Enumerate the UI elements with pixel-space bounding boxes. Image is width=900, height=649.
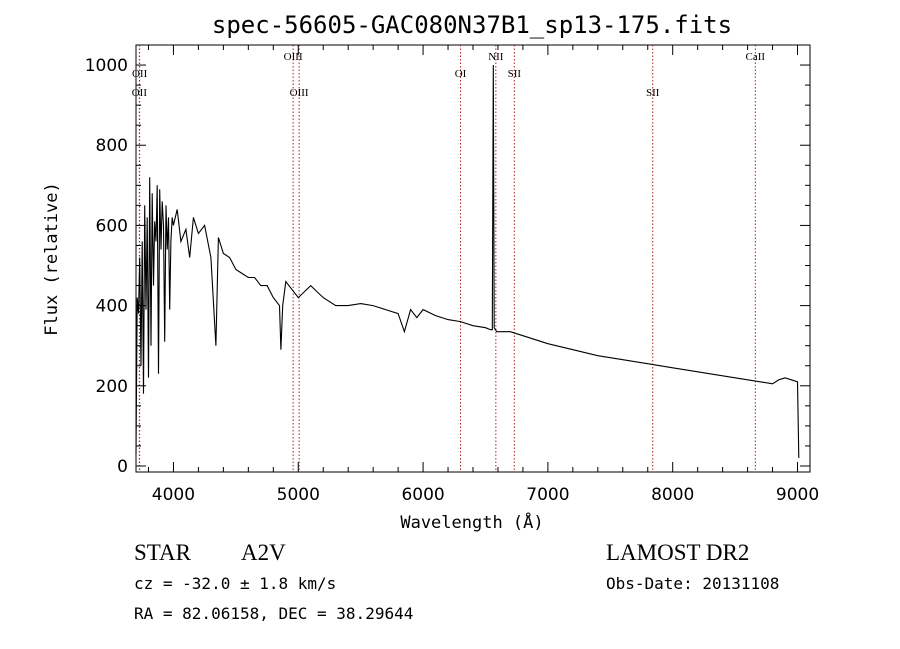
- chart-title: spec-56605-GAC080N37B1_sp13-175.fits: [212, 11, 732, 39]
- line-marker-label: SII: [646, 87, 660, 99]
- x-axis-label: Wavelength (Å): [400, 511, 543, 533]
- y-tick-label: 600: [96, 216, 128, 236]
- y-tick-label: 400: [96, 297, 128, 317]
- redshift-velocity: cz = -32.0 ± 1.8 km/s: [134, 574, 337, 593]
- x-tick-label: 9000: [776, 485, 819, 505]
- y-tick-label: 0: [117, 457, 128, 477]
- line-markers: OII OII OIII OIII OI NII SII SII CaII: [132, 45, 766, 472]
- line-marker-label: OIII: [290, 87, 309, 99]
- y-tick-label: 1000: [85, 56, 128, 76]
- line-marker-label: OIII: [284, 51, 303, 63]
- y-tick-label: 800: [96, 136, 128, 156]
- x-tick-label: 6000: [401, 485, 444, 505]
- plot-frame: [135, 44, 811, 473]
- y-tick-label: 200: [96, 377, 128, 397]
- line-marker-label: NII: [488, 51, 504, 63]
- line-marker-label: OII: [132, 68, 148, 80]
- x-tick-label: 4000: [152, 485, 195, 505]
- line-marker-label: OI: [455, 68, 467, 80]
- spectrum-line: [135, 64, 800, 459]
- object-type: STAR: [134, 540, 191, 565]
- survey-name: LAMOST DR2: [606, 540, 750, 565]
- tick-labels: 4000 5000 6000 7000 8000 9000 0 200 400 600 800 100…: [85, 56, 819, 505]
- line-marker-label: CaII: [746, 51, 766, 63]
- axis-ticks: [136, 45, 810, 472]
- line-marker-label: SII: [508, 68, 522, 80]
- x-tick-label: 7000: [526, 485, 569, 505]
- x-tick-label: 8000: [651, 485, 694, 505]
- observation-date: Obs-Date: 20131108: [606, 574, 780, 593]
- spectral-subclass: A2V: [241, 540, 286, 565]
- x-tick-label: 5000: [277, 485, 320, 505]
- line-marker-label: OII: [132, 87, 148, 99]
- y-axis-label: Flux (relative): [42, 182, 62, 336]
- coordinates: RA = 82.06158, DEC = 38.29644: [134, 604, 414, 623]
